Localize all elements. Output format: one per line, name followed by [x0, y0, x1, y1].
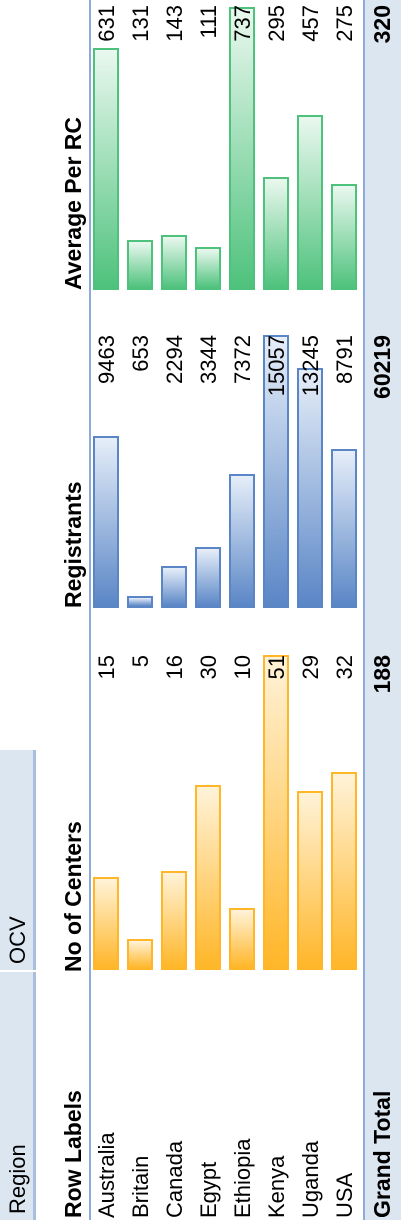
report-filter: Region OCV [0, 750, 40, 1220]
registrants-value[interactable]: 3344 [196, 335, 221, 384]
grand-total-registrants[interactable]: 60219 [369, 335, 395, 399]
row-label[interactable]: Kenya [264, 1155, 289, 1218]
registrants-value[interactable]: 9463 [94, 335, 119, 384]
header-registrants[interactable]: Registrants [60, 481, 86, 608]
centers-data-bar [93, 877, 119, 970]
centers-data-bar [161, 871, 187, 970]
grand-total-average[interactable]: 320 [369, 5, 395, 44]
average-value[interactable]: 737 [230, 5, 255, 42]
average-value[interactable]: 275 [332, 5, 357, 42]
average-data-bar [331, 184, 357, 290]
registrants-value[interactable]: 13245 [298, 335, 323, 397]
registrants-value[interactable]: 15057 [264, 335, 289, 397]
row-label[interactable]: Ethiopia [230, 1138, 255, 1218]
average-value[interactable]: 631 [94, 5, 119, 42]
grand-total-row: Grand Total 188 60219 320 [363, 0, 401, 1220]
header-row-labels[interactable]: Row Labels [60, 1090, 86, 1218]
centers-data-bar [331, 772, 357, 970]
table-row: Kenya 51 15057 295 [260, 0, 293, 1220]
pivot-header-row: Row Labels No of Centers Registrants Ave… [57, 0, 91, 1220]
average-data-bar [263, 177, 289, 290]
centers-value[interactable]: 16 [162, 655, 187, 680]
average-value[interactable]: 143 [162, 5, 187, 42]
registrants-value[interactable]: 2294 [162, 335, 187, 384]
registrants-data-bar [161, 566, 187, 608]
row-label[interactable]: USA [332, 1172, 357, 1218]
centers-value[interactable]: 10 [230, 655, 255, 680]
average-value[interactable]: 131 [128, 5, 153, 42]
centers-data-bar [195, 785, 221, 970]
average-value[interactable]: 295 [264, 5, 289, 42]
average-data-bar [195, 247, 221, 290]
table-row: Britain 5 653 131 [124, 0, 157, 1220]
header-average-per-rc[interactable]: Average Per RC [60, 116, 86, 290]
average-data-bar [127, 240, 153, 290]
centers-value[interactable]: 30 [196, 655, 221, 680]
row-label[interactable]: Egypt [196, 1161, 221, 1218]
average-data-bar [161, 235, 187, 290]
registrants-value[interactable]: 8791 [332, 335, 357, 384]
filter-value-cell[interactable]: OCV [0, 750, 36, 970]
centers-value[interactable]: 15 [94, 655, 119, 680]
grand-total-centers[interactable]: 188 [369, 655, 395, 694]
table-row: Canada 16 2294 143 [158, 0, 191, 1220]
row-label[interactable]: Britain [128, 1155, 153, 1218]
average-value[interactable]: 457 [298, 5, 323, 42]
centers-value[interactable]: 5 [128, 655, 153, 668]
table-row: Egypt 30 3344 111 [192, 0, 225, 1220]
centers-data-bar [229, 908, 255, 970]
grand-total-label[interactable]: Grand Total [369, 1090, 395, 1218]
registrants-value[interactable]: 653 [128, 335, 153, 372]
table-row: Uganda 29 13245 457 [294, 0, 327, 1220]
row-label[interactable]: Canada [162, 1140, 187, 1218]
table-row: Ethiopia 10 7372 737 [226, 0, 259, 1220]
centers-value[interactable]: 32 [332, 655, 357, 680]
centers-value[interactable]: 29 [298, 655, 323, 680]
row-label[interactable]: Uganda [298, 1140, 323, 1218]
centers-data-bar [127, 939, 153, 970]
registrants-value[interactable]: 7372 [230, 335, 255, 384]
table-row: Australia 15 9463 631 [90, 0, 123, 1220]
row-label[interactable]: Australia [94, 1132, 119, 1218]
average-value[interactable]: 111 [196, 5, 221, 39]
table-row: USA 32 8791 275 [328, 0, 361, 1220]
registrants-data-bar [195, 547, 221, 608]
centers-value[interactable]: 51 [264, 655, 289, 680]
filter-label-cell[interactable]: Region [0, 972, 36, 1220]
registrants-data-bar [127, 596, 153, 608]
header-no-of-centers[interactable]: No of Centers [60, 821, 86, 972]
centers-data-bar [297, 791, 323, 970]
